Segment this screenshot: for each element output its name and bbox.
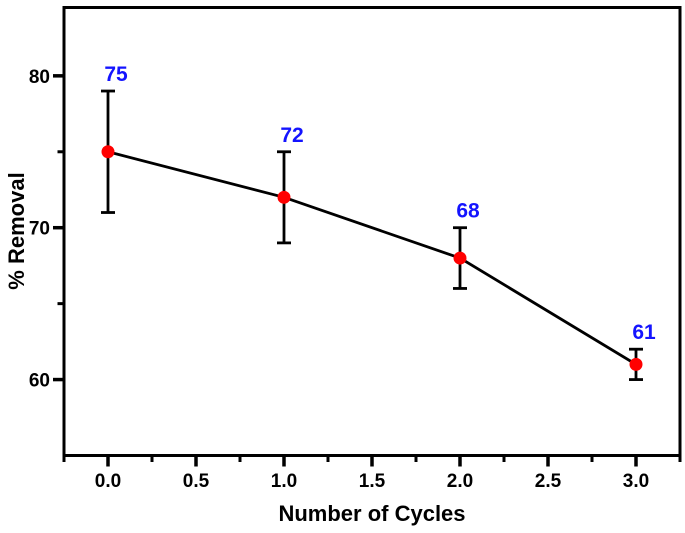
plot-border: [62, 6, 682, 457]
data-point: [277, 190, 291, 204]
y-tick-label: 70: [29, 219, 50, 240]
x-tick-label: 2.5: [535, 471, 562, 492]
point-value-label: 61: [632, 321, 656, 344]
x-tick-label: 1.0: [271, 471, 297, 492]
x-tick-label: 2.0: [447, 471, 473, 492]
x-tick-label: 1.5: [359, 471, 386, 492]
data-point: [101, 145, 115, 159]
point-value-label: 68: [456, 200, 480, 223]
point-value-label: 72: [280, 124, 303, 147]
data-line: [107, 150, 637, 366]
x-axis-title: Number of Cycles: [278, 501, 466, 526]
data-point: [629, 357, 643, 371]
y-axis-title: % Removal: [4, 172, 29, 290]
x-tick-label: 0.0: [95, 471, 121, 492]
y-tick-label: 60: [29, 371, 50, 392]
point-value-label: 75: [104, 63, 128, 86]
data-point: [453, 251, 467, 265]
x-tick-label: 0.5: [183, 471, 210, 492]
x-tick-label: 3.0: [623, 471, 649, 492]
y-tick-label: 80: [29, 67, 50, 88]
